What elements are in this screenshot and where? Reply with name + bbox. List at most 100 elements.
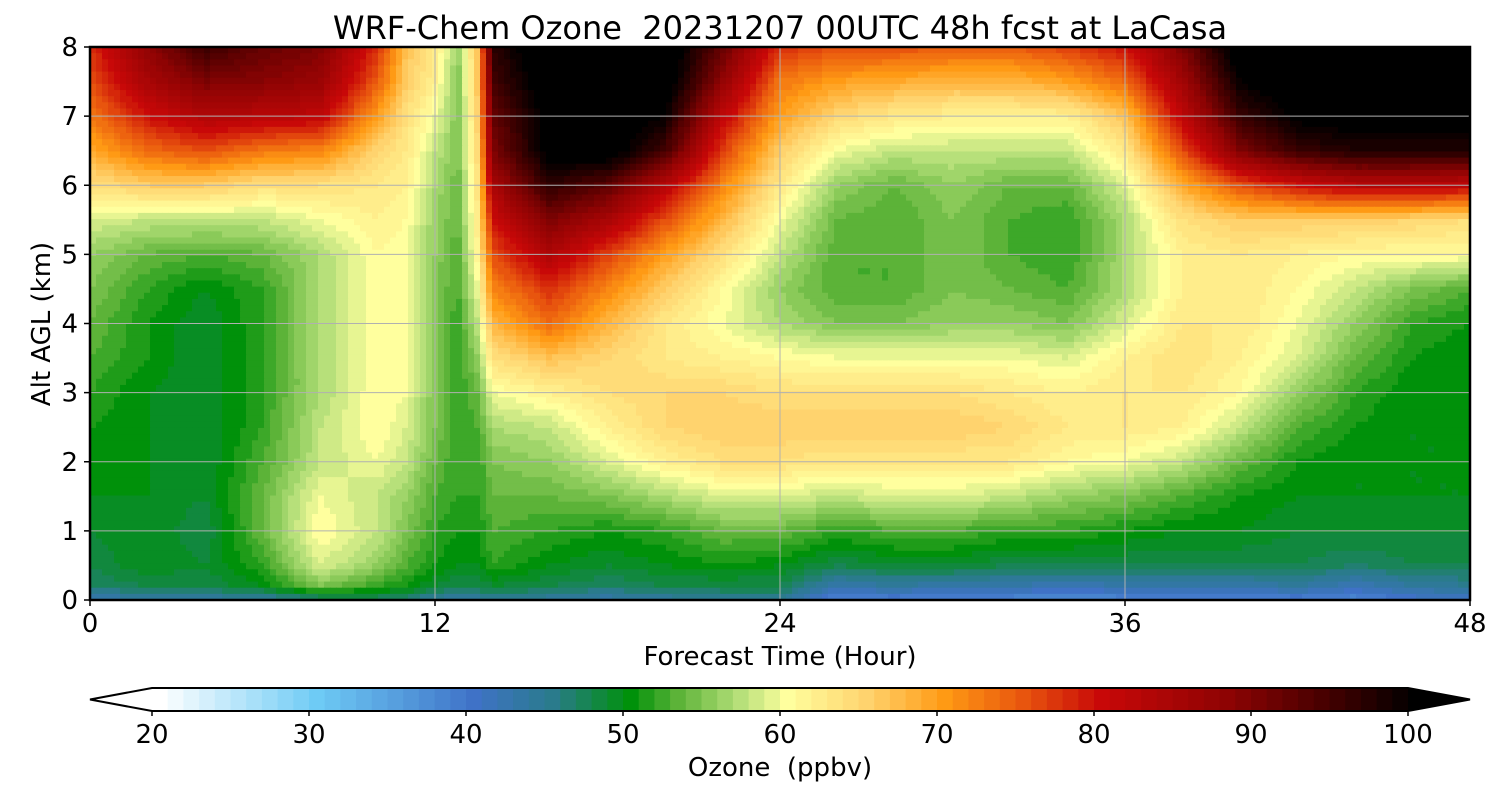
heatmap-cell (1440, 114, 1447, 122)
heatmap-cell (912, 139, 919, 147)
heatmap-cell (156, 53, 163, 60)
heatmap-cell (582, 71, 589, 79)
heatmap-cell (1008, 145, 1015, 153)
heatmap-cell (486, 176, 493, 183)
heatmap-cell (678, 145, 685, 153)
heatmap-cell (1086, 90, 1093, 97)
heatmap-cell (726, 145, 733, 153)
heatmap-cell (780, 90, 787, 97)
heatmap-cell (1452, 169, 1459, 177)
heatmap-cell (1266, 108, 1273, 116)
heatmap-cell (612, 120, 619, 128)
heatmap-cell (1368, 96, 1375, 103)
heatmap-cell (384, 71, 391, 79)
heatmap-cell (90, 139, 97, 147)
heatmap-cell (144, 53, 151, 60)
heatmap-cell (1320, 114, 1327, 122)
heatmap-cell (1188, 53, 1195, 60)
heatmap-cell (168, 157, 175, 165)
heatmap-cell (912, 77, 919, 85)
heatmap-cell (144, 83, 151, 91)
heatmap-cell (774, 108, 781, 116)
heatmap-cell (984, 145, 991, 153)
heatmap-cell (576, 163, 583, 171)
heatmap-cell (648, 108, 655, 116)
heatmap-cell (954, 77, 961, 85)
heatmap-cell (1038, 145, 1045, 153)
heatmap-cell (1104, 77, 1111, 85)
heatmap-cell (198, 47, 205, 54)
heatmap-cell (1194, 47, 1201, 54)
heatmap-cell (1152, 53, 1159, 60)
heatmap-cell (342, 65, 349, 73)
heatmap-cell (1380, 169, 1387, 177)
heatmap-cell (1362, 96, 1369, 103)
heatmap-cell (450, 145, 457, 153)
heatmap-cell (1218, 83, 1225, 91)
heatmap-cell (816, 151, 823, 159)
heatmap-cell (822, 114, 829, 122)
heatmap-cell (594, 169, 601, 177)
heatmap-cell (1002, 53, 1009, 60)
heatmap-cell (618, 163, 625, 171)
heatmap-cell (1302, 139, 1309, 147)
heatmap-cell (1422, 83, 1429, 91)
heatmap-cell (846, 114, 853, 122)
heatmap-cell (792, 120, 799, 128)
heatmap-cell (720, 157, 727, 165)
heatmap-cell (1254, 71, 1261, 79)
heatmap-cell (1266, 90, 1273, 97)
heatmap-cell (246, 90, 253, 97)
heatmap-cell (1380, 133, 1387, 140)
heatmap-cell (1170, 65, 1177, 73)
heatmap-cell (792, 108, 799, 116)
heatmap-cell (1164, 102, 1171, 110)
heatmap-cell (1236, 139, 1243, 147)
heatmap-cell (228, 53, 235, 60)
heatmap-cell (246, 151, 253, 159)
heatmap-cell (594, 83, 601, 91)
heatmap-cell (390, 151, 397, 159)
heatmap-cell (744, 47, 751, 54)
heatmap-cell (366, 102, 373, 110)
heatmap-cell (366, 176, 373, 183)
heatmap-cell (540, 47, 547, 54)
heatmap-cell (1398, 77, 1405, 85)
heatmap-cell (1020, 108, 1027, 116)
heatmap-cell (1032, 120, 1039, 128)
heatmap-cell (1392, 90, 1399, 97)
heatmap-cell (942, 163, 949, 171)
heatmap-cell (774, 83, 781, 91)
heatmap-cell (858, 169, 865, 177)
heatmap-cell (1182, 83, 1189, 91)
heatmap-cell (816, 139, 823, 147)
heatmap-cell (660, 133, 667, 140)
heatmap-cell (1020, 65, 1027, 73)
heatmap-cell (1458, 169, 1465, 177)
heatmap-cell (552, 108, 559, 116)
heatmap-cell (864, 83, 871, 91)
heatmap-cell (132, 71, 139, 79)
heatmap-cell (768, 77, 775, 85)
heatmap-cell (1146, 139, 1153, 147)
heatmap-cell (1440, 145, 1447, 153)
heatmap-cell (858, 90, 865, 97)
heatmap-cell (1002, 96, 1009, 103)
heatmap-cell (576, 139, 583, 147)
heatmap-cell (558, 176, 565, 183)
heatmap-cell (816, 65, 823, 73)
heatmap-cell (762, 71, 769, 79)
heatmap-cell (942, 65, 949, 73)
heatmap-cell (1446, 65, 1453, 73)
heatmap-cell (1308, 126, 1315, 134)
heatmap-cell (678, 139, 685, 147)
heatmap-cell (750, 53, 757, 60)
heatmap-cell (1440, 90, 1447, 97)
heatmap-cell (378, 176, 385, 183)
heatmap-cell (738, 163, 745, 171)
heatmap-cell (1050, 169, 1057, 177)
heatmap-cell (756, 53, 763, 60)
heatmap-cell (1062, 145, 1069, 153)
heatmap-cell (114, 133, 121, 140)
heatmap-cell (906, 102, 913, 110)
